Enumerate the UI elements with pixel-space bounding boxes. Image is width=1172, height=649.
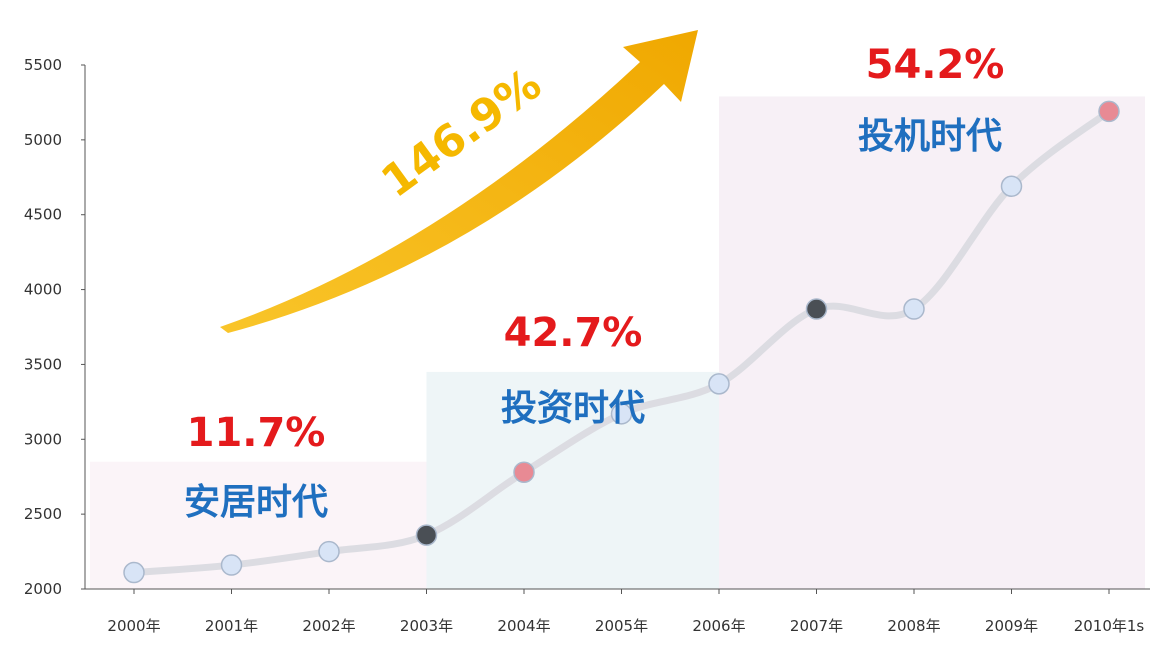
y-tick-label: 5000 [24,131,62,149]
era-bands [90,96,1145,589]
era-growth-speculate: 54.2% [866,42,1005,88]
data-point [415,524,438,546]
x-tick-label: 2002年 [302,617,355,635]
y-tick-label: 3000 [24,430,62,448]
x-axis-ticks: 2000年 2001年 2002年 2003年 2004年 2005年 2006年 2007年… [107,589,1144,635]
data-point [903,298,925,320]
data-point [1098,100,1120,123]
era-band-settle [90,461,427,589]
series-markers [123,100,1120,584]
y-tick-label: 2000 [24,580,62,598]
era-band-speculate [719,96,1145,589]
data-point [805,298,828,320]
y-tick-label: 5500 [24,56,62,74]
y-tick-label: 4500 [24,206,62,224]
data-point [123,561,145,584]
era-growth-settle: 11.7% [187,410,326,456]
data-point [513,461,535,483]
era-label-invest: 投资时代 [501,388,645,429]
era-labels: 11.7% 安居时代 42.7% 投资时代 54.2% 投机时代 [184,42,1004,523]
growth-arrow: 146.9% [220,30,698,333]
era-band-invest [426,371,719,589]
era-growth-invest: 42.7% [504,310,643,356]
x-tick-label: 2009年 [985,617,1038,635]
growth-arrow-shape [220,30,698,333]
y-axis-ticks: 2000 2500 3000 3500 4000 4500 5000 5500 [24,56,85,598]
x-tick-label: 2010年1s [1074,617,1145,635]
data-point [220,554,243,576]
y-tick-label: 3500 [24,355,62,373]
x-tick-label: 2005年 [595,617,648,635]
era-label-settle: 安居时代 [184,482,328,523]
y-tick-label: 4000 [24,281,62,299]
data-point [1000,175,1023,198]
x-tick-label: 2003年 [400,617,453,635]
x-tick-label: 2006年 [692,617,745,635]
y-tick-label: 2500 [24,505,62,523]
data-point [318,540,340,563]
data-point [610,403,633,425]
era-label-speculate: 投机时代 [858,116,1002,157]
x-tick-label: 2000年 [107,617,160,635]
x-tick-label: 2007年 [790,617,843,635]
data-point [708,373,730,395]
x-tick-label: 2004年 [497,617,550,635]
x-tick-label: 2001年 [205,617,258,635]
x-tick-label: 2008年 [887,617,940,635]
